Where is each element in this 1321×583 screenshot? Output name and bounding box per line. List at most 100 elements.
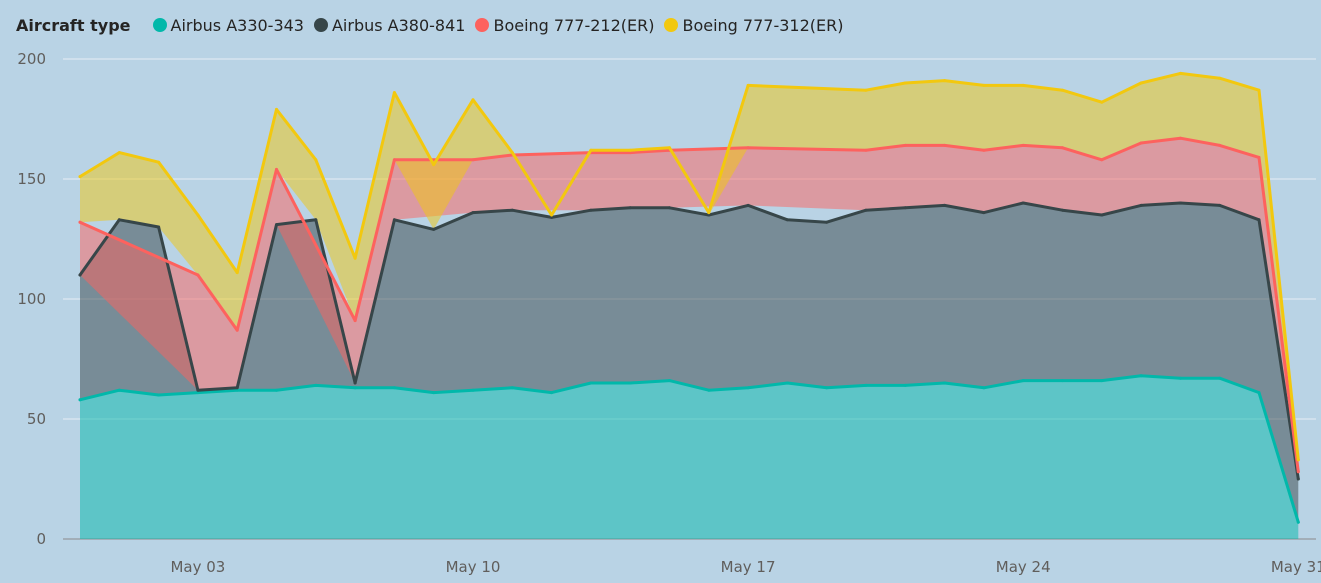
data-point — [392, 386, 396, 390]
data-point — [117, 388, 121, 392]
data-point — [746, 386, 750, 390]
data-point — [1100, 158, 1104, 162]
data-point — [314, 218, 318, 222]
data-point — [1218, 143, 1222, 147]
data-point — [1296, 470, 1300, 474]
data-point — [432, 391, 436, 395]
legend-title: Aircraft type — [16, 15, 131, 35]
data-point — [785, 381, 789, 385]
data-point — [196, 213, 200, 217]
data-point — [1021, 83, 1025, 87]
data-point — [1257, 155, 1261, 159]
data-point — [275, 107, 278, 111]
data-point — [982, 211, 986, 215]
data-point — [510, 151, 514, 155]
data-point — [275, 388, 278, 392]
series-line — [78, 201, 1300, 481]
y-tick-label: 200 — [17, 50, 46, 68]
data-point — [903, 383, 907, 387]
data-point — [78, 273, 82, 277]
data-point — [275, 223, 278, 227]
series-area — [80, 203, 1299, 523]
legend-label: Airbus A330-343 — [170, 15, 304, 35]
data-point — [1178, 376, 1182, 380]
series-area — [80, 138, 1299, 479]
data-point — [392, 158, 396, 162]
data-point — [78, 175, 82, 179]
data-point — [235, 271, 239, 275]
data-point — [392, 218, 396, 222]
data-point — [550, 391, 554, 395]
data-point — [1021, 143, 1025, 147]
data-point — [471, 158, 475, 162]
series-points — [78, 71, 1300, 462]
data-point — [550, 215, 554, 219]
data-point — [314, 158, 318, 162]
data-point — [353, 381, 357, 385]
data-point — [471, 388, 475, 392]
x-tick-label: May 10 — [446, 558, 501, 576]
series-points — [78, 374, 1300, 524]
data-point — [1100, 379, 1104, 383]
data-point — [746, 83, 750, 87]
data-point — [1218, 376, 1222, 380]
legend-label: Airbus A380-841 — [331, 15, 466, 35]
data-point — [196, 391, 200, 395]
data-point — [1257, 88, 1261, 92]
data-point — [275, 167, 278, 171]
data-point — [982, 148, 986, 152]
data-point — [943, 381, 947, 385]
data-point — [628, 148, 632, 152]
data-point — [471, 211, 475, 215]
data-point — [1178, 71, 1182, 75]
series-line — [78, 71, 1300, 462]
legend-swatch — [313, 18, 328, 32]
data-point — [903, 143, 907, 147]
data-point — [510, 386, 514, 390]
data-point — [864, 383, 868, 387]
data-point — [943, 203, 947, 207]
data-point — [510, 208, 514, 212]
data-point — [196, 273, 200, 277]
data-point — [1061, 379, 1064, 383]
data-point — [668, 206, 671, 210]
data-point — [1257, 218, 1261, 222]
data-point — [668, 146, 671, 150]
data-point — [982, 83, 986, 87]
data-point — [235, 386, 239, 390]
data-point — [589, 208, 593, 212]
data-point — [982, 386, 986, 390]
legend-item[interactable]: Airbus A330-343 — [152, 15, 304, 35]
data-point — [1139, 81, 1143, 85]
data-point — [943, 143, 947, 147]
data-point — [903, 81, 907, 85]
legend-swatch — [475, 18, 490, 32]
data-point — [707, 388, 711, 392]
y-tick-label: 150 — [17, 170, 46, 188]
data-point — [746, 203, 750, 207]
data-point — [78, 220, 82, 224]
data-point — [785, 218, 789, 222]
data-point — [943, 79, 947, 83]
series-points — [78, 201, 1300, 481]
data-point — [196, 388, 200, 392]
x-tick-label: May 31 — [1271, 558, 1321, 576]
data-point — [1296, 458, 1300, 462]
data-point — [1139, 141, 1143, 145]
data-point — [1100, 100, 1104, 104]
legend-item[interactable]: Boeing 777-212(ER) — [475, 16, 654, 35]
legend-item[interactable]: Boeing 777-312(ER) — [664, 16, 843, 35]
data-point — [628, 206, 632, 210]
x-tick-label: May 24 — [996, 558, 1051, 576]
data-point — [1296, 477, 1300, 481]
data-point — [1061, 146, 1064, 150]
legend-label: Boeing 777-212(ER) — [493, 15, 655, 35]
data-point — [1218, 203, 1222, 207]
y-tick-label: 0 — [36, 530, 46, 548]
legend-item[interactable]: Airbus A380-841 — [313, 15, 466, 35]
data-point — [707, 211, 711, 215]
data-point — [353, 386, 357, 390]
data-point — [1061, 208, 1064, 212]
data-point — [1218, 76, 1222, 80]
